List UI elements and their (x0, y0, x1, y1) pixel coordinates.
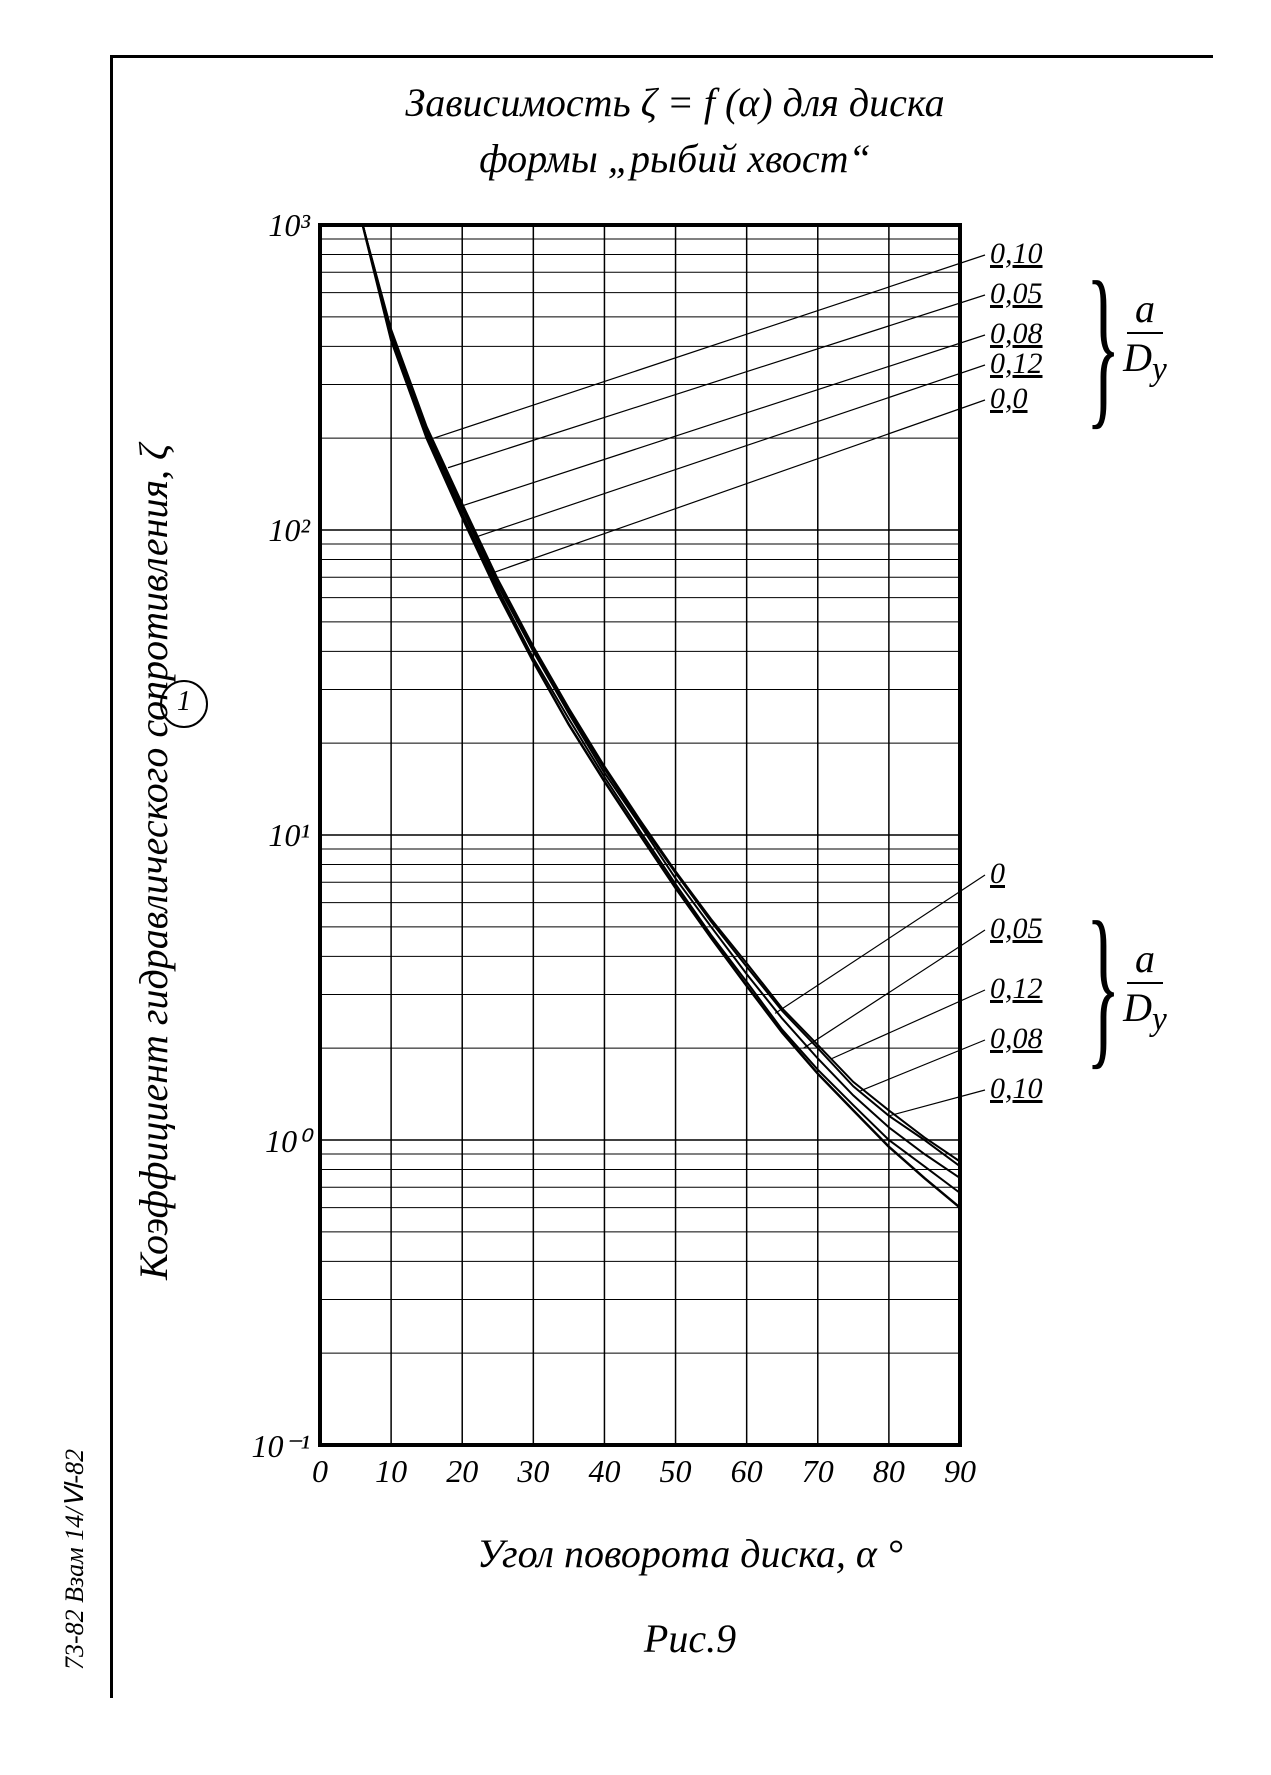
parameter-label-lower: a Dy (1110, 935, 1180, 1039)
xtick-label: 0 (295, 1453, 345, 1490)
legend-label-lower: 0,12 (990, 972, 1043, 1006)
xtick-label: 70 (793, 1453, 843, 1490)
xtick-label: 90 (935, 1453, 985, 1490)
ytick-label: 10⁰ (235, 1122, 310, 1160)
xtick-label: 80 (864, 1453, 914, 1490)
xtick-label: 30 (508, 1453, 558, 1490)
xtick-label: 60 (722, 1453, 772, 1490)
xtick-label: 50 (651, 1453, 701, 1490)
legend-label-lower: 0 (990, 857, 1005, 891)
legend-label-lower: 0,10 (990, 1072, 1043, 1106)
plot-area (320, 225, 960, 1445)
figure-caption: Рис.9 (310, 1615, 1070, 1662)
page: Зависимость ζ = f (α) для диска формы „р… (0, 0, 1271, 1775)
xtick-label: 40 (579, 1453, 629, 1490)
plot-svg (320, 225, 960, 1445)
legend-label-upper: 0,08 (990, 317, 1043, 351)
title-line1: Зависимость ζ = f (α) для диска (405, 80, 944, 125)
legend-label-upper: 0,10 (990, 237, 1043, 271)
legend-label-lower: 0,08 (990, 1022, 1043, 1056)
legend-label-upper: 0,12 (990, 347, 1043, 381)
ytick-label: 10² (235, 512, 310, 549)
x-axis-label: Угол поворота диска, α ° (310, 1530, 1070, 1577)
figure-title: Зависимость ζ = f (α) для диска формы „р… (260, 75, 1090, 187)
xtick-label: 10 (366, 1453, 416, 1490)
ytick-label: 10¹ (235, 817, 310, 854)
xtick-label: 20 (437, 1453, 487, 1490)
legend-label-upper: 0,0 (990, 382, 1028, 416)
legend-label-upper: 0,05 (990, 277, 1043, 311)
title-line2: формы „рыбий хвост“ (479, 136, 870, 181)
legend-label-lower: 0,05 (990, 912, 1043, 946)
side-note: 73-82 Взам 14/Ⅵ-82 (60, 1449, 90, 1670)
circled-marker: 1 (160, 680, 208, 728)
y-axis-label: Коэффициент гидравлического сопротивлени… (130, 444, 177, 1280)
parameter-label-upper: a Dy (1110, 285, 1180, 389)
ytick-label: 10³ (235, 207, 310, 244)
